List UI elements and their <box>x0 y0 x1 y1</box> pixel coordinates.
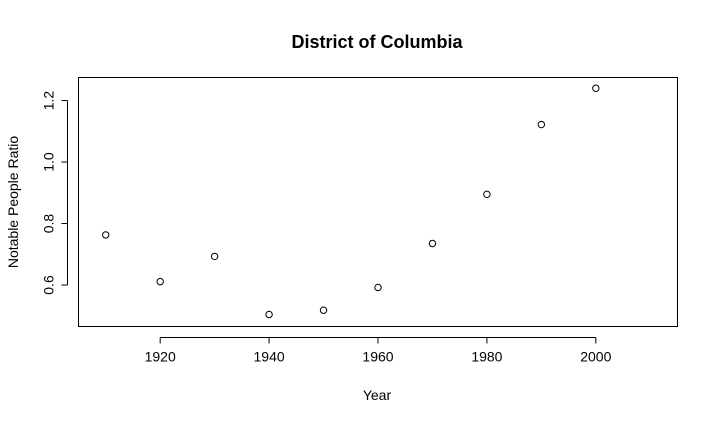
data-point <box>374 283 382 292</box>
x-tick-label: 1960 <box>362 349 393 365</box>
data-point <box>592 84 600 92</box>
x-tick-label: 1980 <box>471 349 502 365</box>
data-points <box>102 84 600 319</box>
y-axis-label: Notable People Ratio <box>5 136 21 269</box>
x-axis: 1920 1940 1960 1980 2000 <box>145 337 612 365</box>
x-tick-label: 1920 <box>145 349 176 365</box>
y-axis: 0.6 0.8 1.0 1.2 <box>41 91 68 295</box>
data-point <box>265 310 273 319</box>
data-point <box>537 120 546 129</box>
x-tick-label: 1940 <box>254 349 285 365</box>
y-tick-label: 1.0 <box>41 152 57 172</box>
plot-area-frame <box>78 77 678 327</box>
data-point <box>156 277 164 286</box>
x-tick-label: 2000 <box>580 349 611 365</box>
chart-title: District of Columbia <box>291 32 463 52</box>
y-tick-label: 0.6 <box>41 275 57 295</box>
y-tick-label: 1.2 <box>41 91 57 111</box>
data-point <box>319 306 328 314</box>
data-point <box>428 239 437 248</box>
data-point <box>210 252 219 261</box>
x-axis-label: Year <box>363 387 392 403</box>
data-point <box>483 190 491 199</box>
data-point <box>102 231 110 239</box>
y-tick-label: 0.8 <box>41 214 57 234</box>
